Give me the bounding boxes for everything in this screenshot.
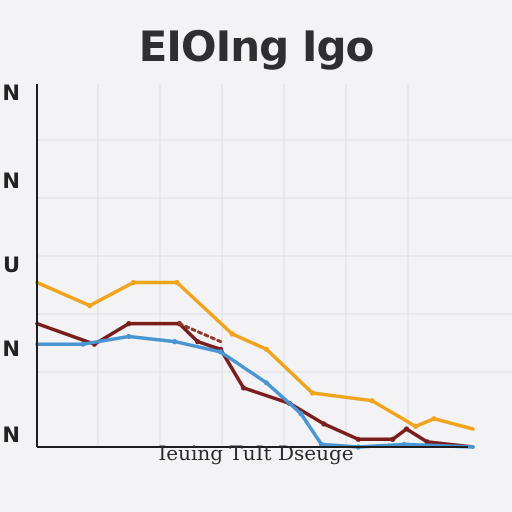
- data-point: [80, 341, 86, 347]
- data-point: [229, 331, 235, 337]
- data-point: [130, 279, 136, 286]
- data-point: [431, 416, 437, 422]
- data-point: [298, 411, 304, 417]
- data-point: [263, 380, 270, 386]
- y-tick-label: N: [2, 337, 20, 361]
- data-point: [218, 349, 224, 355]
- data-point: [309, 390, 315, 396]
- data-point: [401, 441, 407, 447]
- series-line-2: [35, 321, 475, 449]
- data-point: [126, 321, 132, 327]
- grid-lines: [37, 84, 512, 447]
- data-point: [369, 398, 375, 404]
- chart-title: EIOIng Igo: [138, 22, 375, 71]
- data-point: [87, 303, 93, 309]
- y-tick-label: N: [2, 423, 20, 447]
- data-point: [321, 421, 327, 427]
- y-tick-label: U: [3, 253, 20, 277]
- data-point: [403, 426, 410, 432]
- y-tick-label: N: [2, 81, 20, 105]
- data-point: [318, 441, 325, 447]
- y-tick-label: N: [2, 169, 20, 193]
- data-point: [240, 385, 247, 391]
- series-line-4: [177, 322, 223, 344]
- data-point: [355, 436, 361, 442]
- data-point: [126, 333, 132, 340]
- data-point: [172, 339, 178, 345]
- x-axis-label: Ieuing TuIt Dseuge: [158, 441, 354, 465]
- y-tick-labels: N N U N N: [2, 81, 20, 447]
- data-point: [413, 423, 419, 429]
- data-point: [263, 346, 270, 352]
- data-point: [174, 279, 180, 286]
- data-point: [195, 339, 201, 345]
- data-point: [390, 436, 396, 442]
- data-point: [424, 439, 430, 445]
